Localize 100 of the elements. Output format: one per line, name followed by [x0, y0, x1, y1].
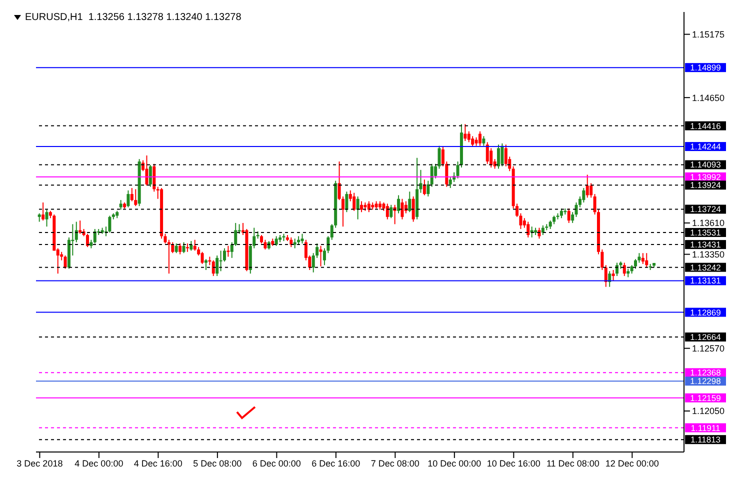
x-tick-label: 3 Dec 2018: [16, 458, 63, 468]
x-tick-label: 11 Dec 08:00: [546, 458, 600, 468]
candlestick: [622, 262, 626, 276]
candlestick: [78, 220, 82, 234]
ref-line-label: 1.13131: [690, 276, 722, 286]
candlestick: [448, 176, 452, 188]
candlestick: [482, 136, 486, 146]
x-tick-label: 7 Dec 08:00: [370, 458, 420, 468]
candlestick: [178, 242, 182, 255]
candlestick: [567, 208, 570, 224]
candlestick: [200, 251, 204, 264]
candlestick: [464, 124, 467, 142]
candlestick: [504, 144, 508, 167]
candlestick: [526, 221, 530, 238]
candlestick: [226, 245, 230, 258]
candlestick: [86, 233, 89, 248]
candlestick: [216, 255, 219, 276]
candlestick: [152, 163, 156, 192]
ref-line-label: 1.12664: [690, 332, 722, 342]
candlestick: [352, 192, 356, 212]
candlestick: [64, 255, 67, 270]
candlestick: [586, 174, 589, 198]
candlestick: [119, 200, 122, 210]
candlestick: [126, 190, 130, 208]
candlestick: [390, 204, 393, 219]
ref-line-label: 1.13531: [690, 227, 722, 238]
candlestick: [293, 238, 296, 249]
candlestick: [408, 191, 412, 213]
ref-line-label: 1.14899: [690, 62, 722, 73]
candlestick: [45, 209, 48, 228]
candlestick: [641, 252, 644, 264]
candlestick: [134, 188, 138, 207]
candlestick: [471, 136, 474, 148]
candlestick: [193, 239, 196, 252]
candlestick: [560, 208, 563, 219]
candlestick: [604, 264, 608, 288]
candlestick: [130, 188, 134, 202]
candlestick: [274, 236, 278, 246]
chart-title: EURUSD,H1 1.13256 1.13278 1.13240 1.13278: [25, 12, 242, 23]
x-tick-label: 5 Dec 08:00: [193, 458, 242, 468]
candlestick: [386, 203, 389, 220]
y-tick-label: 1.12570: [692, 344, 725, 354]
candlestick: [367, 200, 370, 213]
y-tick-label: 1.14650: [692, 92, 725, 103]
ref-line-label: 1.13924: [690, 180, 722, 190]
candlestick: [478, 130, 482, 146]
candlestick: [345, 191, 348, 213]
x-tick-label: 10 Dec 00:00: [428, 458, 482, 468]
candlestick: [590, 182, 593, 198]
x-tick-label: 4 Dec 00:00: [74, 458, 124, 468]
candlestick: [219, 250, 222, 272]
y-tick-label: 1.12050: [692, 406, 725, 416]
ref-line-label: 1.12368: [690, 368, 722, 378]
x-tick-label: 6 Dec 16:00: [312, 458, 360, 468]
candlestick: [145, 154, 148, 186]
y-tick-label: 1.15175: [692, 29, 725, 40]
candlestick: [397, 194, 400, 214]
candlestick: [264, 239, 267, 250]
candlestick: [319, 245, 322, 267]
x-tick-label: 4 Dec 16:00: [134, 458, 182, 468]
x-tick-label: 12 Dec 00:00: [605, 458, 659, 468]
candlestick: [615, 262, 618, 276]
candlestick: [182, 242, 186, 254]
ref-line-label: 1.11911: [690, 422, 720, 433]
candlestick: [497, 144, 500, 170]
candlestick: [426, 180, 430, 197]
ref-line-label: 1.12869: [690, 307, 722, 318]
y-tick-label: 1.13610: [692, 218, 725, 228]
x-tick-label: 6 Dec 00:00: [252, 458, 301, 468]
candlestick: [400, 198, 404, 220]
candlestick: [467, 130, 470, 143]
candlestick: [190, 240, 193, 252]
x-tick-label: 10 Dec 16:00: [486, 458, 540, 468]
candlestick: [438, 145, 441, 170]
candlestick: [212, 260, 215, 276]
candlestick: [108, 215, 112, 234]
candlestick: [486, 142, 489, 164]
candlestick: [74, 221, 78, 243]
ref-line-label: 1.13992: [690, 172, 722, 182]
candlestick: [500, 142, 504, 167]
ref-line-label: 1.13242: [690, 262, 722, 272]
candlestick: [360, 200, 363, 213]
ref-line-label: 1.14416: [690, 120, 722, 131]
ref-line-label: 1.11813: [690, 434, 721, 445]
candlestick: [412, 196, 415, 222]
candlestick: [148, 164, 152, 188]
ref-line-label: 1.14244: [690, 142, 722, 152]
ref-line-label: 1.13431: [690, 240, 722, 250]
ref-line-label: 1.14093: [690, 160, 722, 170]
candlestick: [300, 233, 304, 244]
candlestick: [571, 212, 574, 224]
candlestick: [42, 202, 45, 222]
ref-line-label: 1.12298: [690, 376, 722, 386]
candlestick: [612, 269, 615, 282]
y-tick-label: 1.13350: [692, 249, 725, 260]
candlestick: [167, 239, 170, 274]
candlestick: [430, 163, 434, 188]
candlestick: [645, 252, 648, 268]
ref-line-label: 1.12159: [690, 392, 722, 403]
candlestick: [174, 242, 178, 254]
